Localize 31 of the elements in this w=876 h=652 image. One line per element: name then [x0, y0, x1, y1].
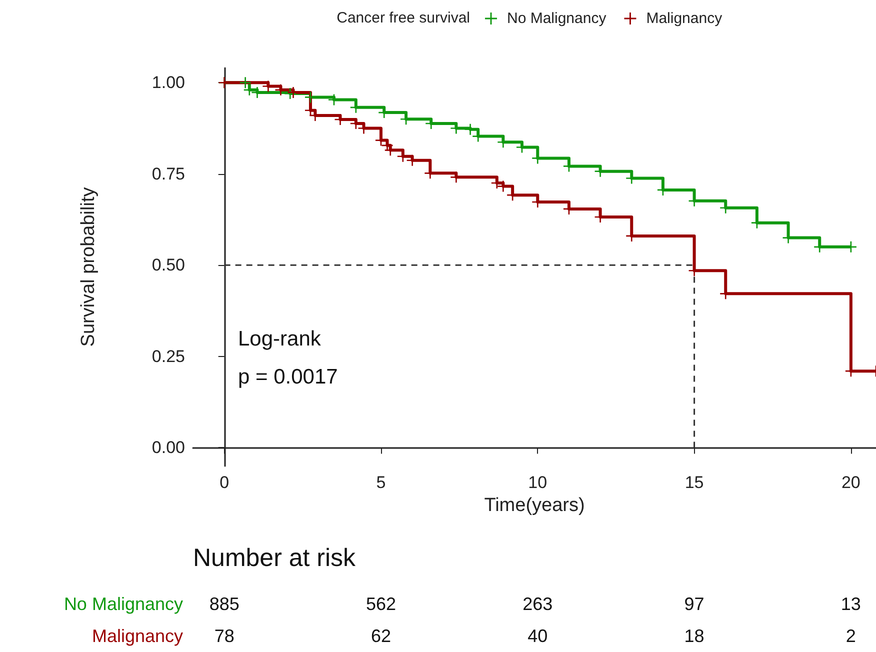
text: 13 — [840, 594, 861, 614]
y-tick-label: 0.75 — [152, 164, 185, 184]
text: 40 — [528, 626, 548, 646]
text: 562 — [366, 594, 396, 614]
text: 78 — [214, 626, 234, 646]
text: 18 — [684, 626, 704, 646]
text: 263 — [522, 594, 553, 614]
text: Malignancy — [92, 626, 183, 646]
y-tick-label: 0.25 — [152, 346, 185, 366]
x-tick-label: 5 — [376, 473, 386, 492]
annotation: p = 0.0017 — [238, 366, 338, 388]
y-tick-label: 1.00 — [152, 73, 185, 92]
text: 885 — [209, 594, 240, 614]
x-axis-title: Time(years) — [484, 495, 585, 516]
legend-label: Malignancy — [646, 10, 723, 27]
text: 2 — [846, 626, 856, 646]
x-tick-label: 10 — [528, 473, 548, 492]
y-tick-label: 0.00 — [152, 438, 185, 458]
annotation: Log-rank — [238, 328, 322, 350]
text: Number at risk — [193, 544, 356, 572]
text: No Malignancy — [64, 594, 183, 614]
y-tick-label: 0.50 — [152, 256, 185, 275]
y-axis-title: Survival probability — [78, 186, 99, 347]
x-tick-label: 20 — [841, 473, 860, 492]
point — [240, 77, 251, 88]
legend-title: Cancer free survival — [336, 10, 470, 26]
legend-label: No Malignancy — [507, 10, 607, 27]
text: 62 — [370, 626, 391, 646]
text: 97 — [684, 594, 704, 614]
x-tick-label: 0 — [220, 473, 230, 492]
x-tick-label: 15 — [684, 473, 704, 492]
